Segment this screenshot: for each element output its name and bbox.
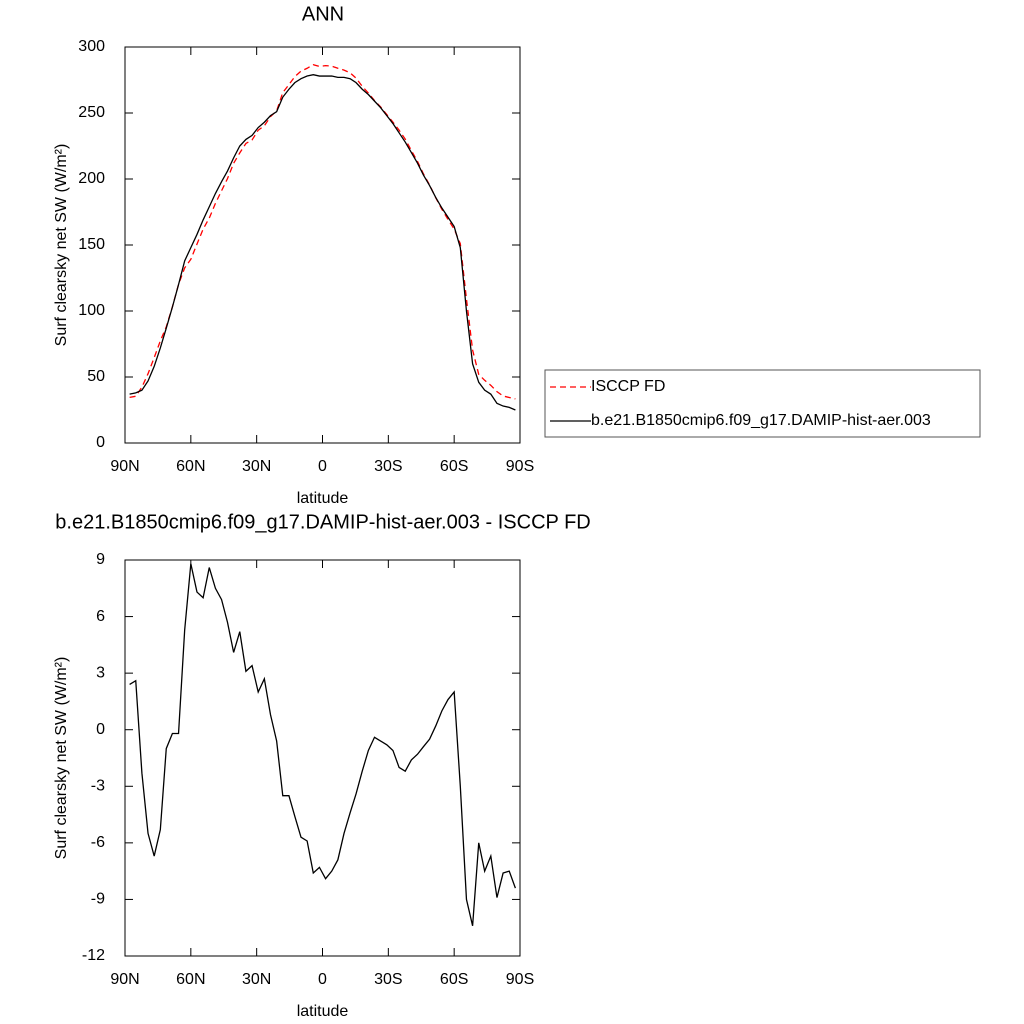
legend-label: ISCCP FD xyxy=(591,378,665,395)
x-tick-label: 30S xyxy=(374,971,402,988)
x-tick-label: 60N xyxy=(176,458,205,475)
data-line xyxy=(129,74,516,411)
y-tick-label: 3 xyxy=(96,664,105,681)
y-tick-label: 6 xyxy=(96,608,105,625)
x-tick-label: 90S xyxy=(506,971,534,988)
x-tick-label: 30N xyxy=(242,971,271,988)
x-tick-label: 60S xyxy=(440,971,468,988)
y-tick-label: -9 xyxy=(91,891,105,908)
y-tick-label: 50 xyxy=(87,368,105,385)
x-tick-label: 0 xyxy=(318,971,327,988)
chart-title: b.e21.B1850cmip6.f09_g17.DAMIP-hist-aer.… xyxy=(55,511,590,533)
y-tick-label: -12 xyxy=(82,947,105,964)
data-line xyxy=(129,563,517,926)
x-tick-label: 30S xyxy=(374,458,402,475)
x-tick-label: 60S xyxy=(440,458,468,475)
x-axis-label: latitude xyxy=(297,490,349,507)
y-tick-label: 0 xyxy=(96,721,105,738)
y-axis-label: Surf clearsky net SW (W/m²) xyxy=(53,144,70,347)
y-tick-label: 300 xyxy=(78,38,105,55)
x-tick-label: 90S xyxy=(506,458,534,475)
legend-box xyxy=(544,369,981,438)
y-axis-label: Surf clearsky net SW (W/m²) xyxy=(53,657,70,860)
y-tick-label: 0 xyxy=(96,434,105,451)
data-line xyxy=(129,63,516,400)
y-tick-label: -6 xyxy=(91,834,105,851)
y-tick-label: 100 xyxy=(78,302,105,319)
x-axis-label: latitude xyxy=(297,1003,349,1020)
y-tick-label: 9 xyxy=(96,551,105,568)
y-tick-label: -3 xyxy=(91,778,105,795)
x-tick-label: 60N xyxy=(176,971,205,988)
chart-title: ANN xyxy=(302,3,344,25)
y-tick-label: 250 xyxy=(78,104,105,121)
legend-label: b.e21.B1850cmip6.f09_g17.DAMIP-hist-aer.… xyxy=(591,412,931,429)
x-tick-label: 90N xyxy=(110,458,139,475)
y-tick-label: 150 xyxy=(78,236,105,253)
plot-frame xyxy=(124,559,521,957)
x-tick-label: 30N xyxy=(242,458,271,475)
x-tick-label: 90N xyxy=(110,971,139,988)
y-tick-label: 200 xyxy=(78,170,105,187)
x-tick-label: 0 xyxy=(318,458,327,475)
